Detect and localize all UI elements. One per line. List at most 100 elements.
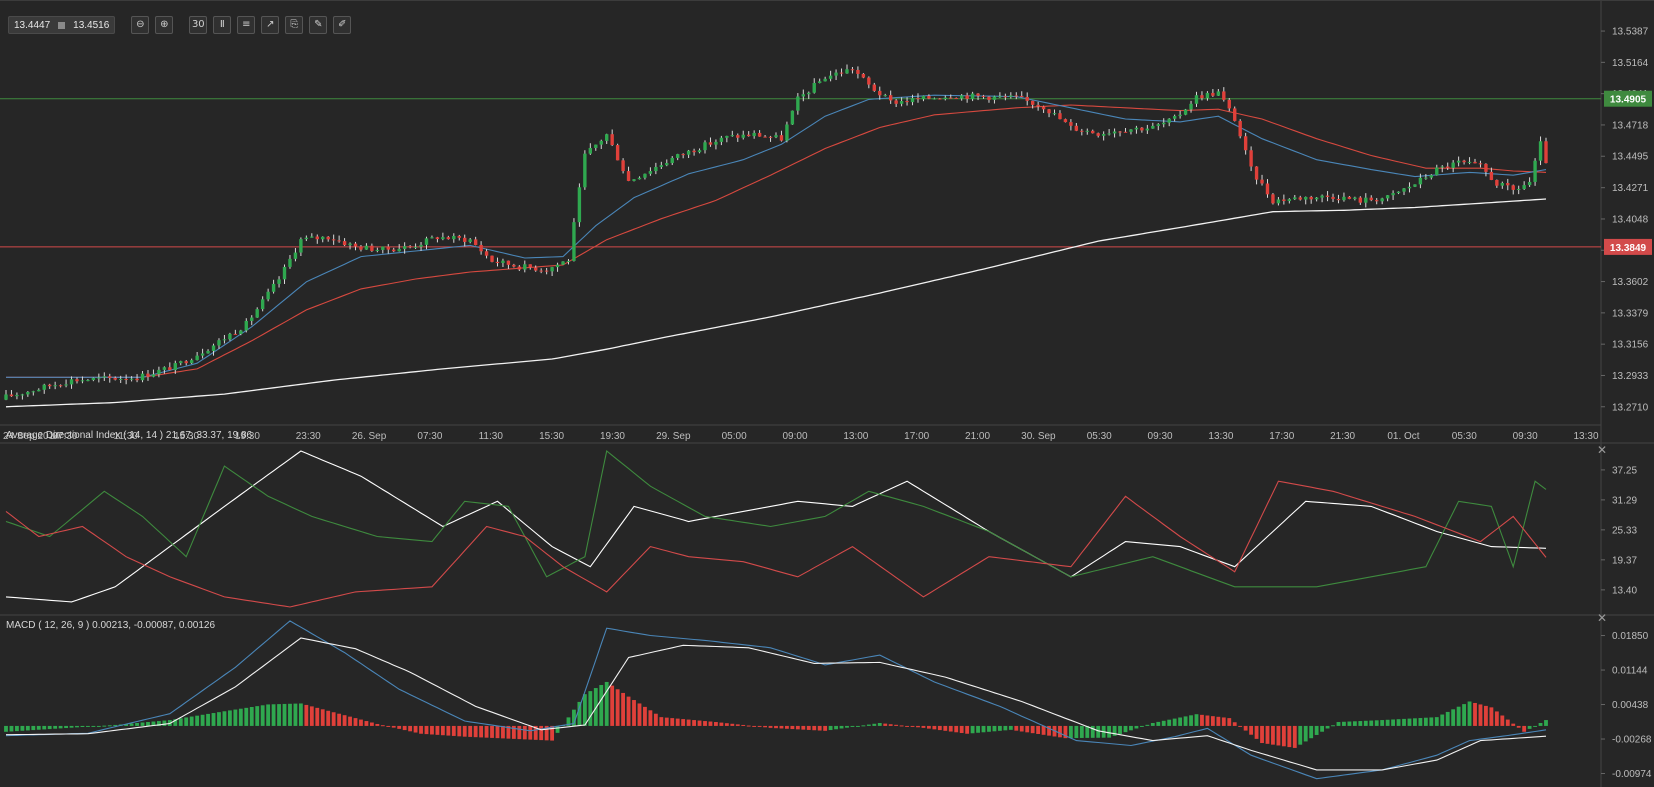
candle-body — [1140, 127, 1144, 131]
candle-body — [883, 95, 887, 97]
candle-body — [353, 243, 358, 247]
candle-body — [168, 367, 172, 371]
copy-icon[interactable]: ⎘ — [285, 16, 304, 34]
edit-icon[interactable]: ✎ — [309, 16, 328, 34]
candle-body — [632, 179, 636, 181]
macd-histogram-bar — [648, 710, 653, 726]
candle-body — [894, 100, 898, 104]
candle-body — [293, 252, 298, 259]
price-panel — [0, 64, 1601, 408]
macd-histogram-bar — [774, 725, 778, 729]
candle-body — [949, 97, 953, 99]
candle-body — [703, 142, 707, 151]
candle-body — [1009, 95, 1013, 97]
macd-histogram-bar — [708, 721, 713, 726]
macd-histogram-bar — [1063, 725, 1068, 739]
macd-histogram-bar — [277, 704, 281, 726]
macd-histogram-bar — [659, 717, 664, 726]
macd-histogram-bar — [75, 725, 79, 728]
macd-histogram-bar — [1320, 725, 1325, 732]
price-y-tick-label: 13.3379 — [1612, 308, 1649, 319]
zoom-out-icon[interactable]: ⊖ — [131, 16, 150, 34]
macd-histogram-bar — [823, 725, 828, 731]
macd-histogram-bar — [790, 725, 795, 730]
candle-body — [555, 264, 560, 268]
macd-histogram-bar — [1178, 717, 1183, 726]
macd-histogram-bar — [1484, 705, 1488, 726]
macd-histogram-bar — [1019, 725, 1024, 732]
macd-histogram-bar — [1156, 721, 1161, 726]
macd-histogram-bar — [1456, 706, 1461, 726]
macd-histogram-bar — [1183, 716, 1188, 726]
candle-body — [681, 154, 685, 156]
macd-histogram-bar — [195, 715, 200, 726]
candle-body — [539, 270, 543, 272]
macd-histogram-bar — [288, 703, 292, 726]
adx-line — [5, 450, 1547, 603]
candle-body — [1314, 197, 1319, 200]
close-adx-icon[interactable]: ✕ — [1597, 443, 1608, 457]
candle-body — [916, 98, 920, 100]
macd-histogram-bar — [954, 725, 959, 733]
macd-histogram-bar — [1413, 718, 1417, 726]
macd-histogram-bar — [615, 689, 620, 726]
macd-histogram-bar — [173, 719, 178, 726]
candle-body — [1276, 199, 1281, 204]
macd-histogram-bar — [391, 725, 396, 728]
minus-di-line — [5, 480, 1547, 608]
candle-body — [200, 353, 205, 356]
price-level-tag — [1604, 90, 1652, 107]
macd-histogram-bar — [1478, 704, 1483, 726]
candle-body — [321, 236, 325, 240]
x-tick-label: 19:30 — [235, 431, 260, 442]
candle-body — [1418, 177, 1423, 185]
macd-histogram-bar — [244, 707, 249, 726]
price-y-tick-label: 13.4718 — [1612, 120, 1649, 131]
macd-histogram-bar — [320, 709, 325, 726]
macd-histogram-bar — [714, 722, 718, 726]
price-level-tag-label: 13.3849 — [1610, 243, 1647, 254]
x-tick-label: 13:30 — [1208, 431, 1233, 442]
indicators-icon[interactable]: ≡ — [237, 16, 256, 34]
macd-histogram-bar — [812, 725, 817, 731]
macd-histogram-bar — [15, 725, 19, 732]
candle-body — [1101, 134, 1106, 136]
candle-body — [337, 240, 341, 242]
macd-histogram-bar — [806, 725, 811, 730]
macd-histogram-bar — [544, 725, 549, 741]
macd-histogram-bar — [577, 701, 582, 726]
candle-body — [1446, 166, 1450, 168]
candle-body — [1435, 167, 1439, 176]
candle-body — [1385, 195, 1390, 199]
candle-body — [932, 98, 937, 100]
macd-histogram-bar — [58, 725, 63, 729]
candle-body — [714, 141, 718, 145]
zoom-in-icon[interactable]: ⊕ — [155, 16, 174, 34]
macd-histogram-bar — [1210, 716, 1215, 726]
candle-body — [637, 177, 642, 180]
candle-body — [872, 84, 876, 91]
chart-line-icon[interactable]: ↗ — [261, 16, 280, 34]
macd-histogram-bar — [883, 723, 888, 726]
candle-body — [998, 96, 1002, 98]
macd-histogram-bar — [801, 725, 806, 730]
macd-histogram-bar — [348, 716, 352, 726]
macd-histogram-bar — [522, 725, 527, 740]
candle-body — [648, 171, 653, 174]
candle-body — [888, 95, 893, 101]
candlestick-type-icon[interactable]: Ⅱ — [213, 16, 232, 34]
macd-histogram-bar — [468, 725, 473, 737]
candle-body — [1342, 196, 1346, 201]
close-macd-icon[interactable]: ✕ — [1597, 611, 1608, 625]
draw-tool-icon[interactable]: ✐ — [333, 16, 352, 34]
candle-body — [381, 246, 385, 250]
macd-histogram-bar — [1254, 725, 1259, 739]
timeframe-button[interactable]: 30 — [189, 16, 208, 34]
macd-histogram-bar — [730, 723, 735, 726]
adx-title: Average Directional Index ( 14, 14 ) 21.… — [6, 430, 253, 441]
macd-histogram-bar — [785, 725, 789, 729]
macd-histogram-bar — [1385, 719, 1390, 726]
candle-body — [1375, 200, 1379, 202]
